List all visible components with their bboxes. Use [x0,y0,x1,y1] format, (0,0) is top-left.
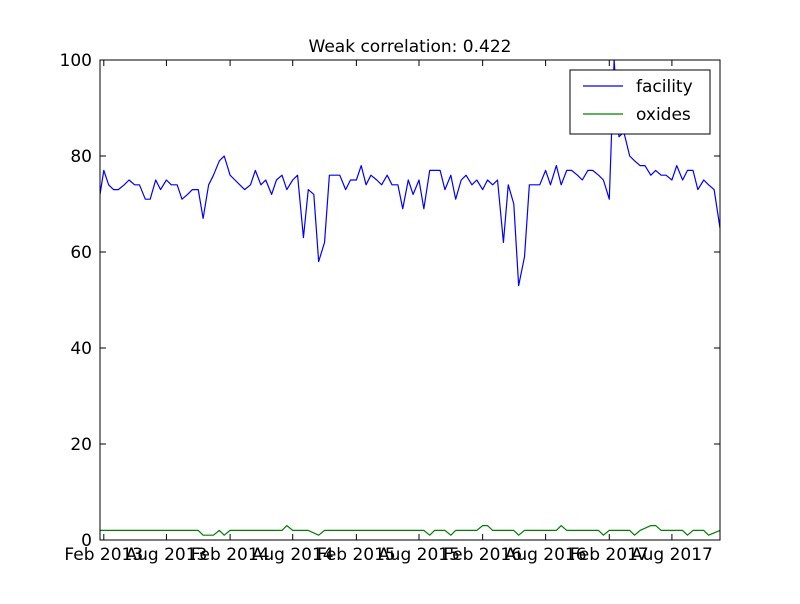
legend-box [569,69,711,135]
y-tick-label: 20 [70,435,92,455]
legend-label-facility: facility [636,77,693,97]
chart-title: Weak correlation: 0.422 [309,37,512,57]
axes-background [100,60,720,540]
x-tick-label: Feb 2014 [191,545,270,565]
x-tick-label: Aug 2014 [252,545,334,565]
axes-frame [99,59,721,541]
x-tick-label: Aug 2013 [125,545,207,565]
y-axis: 0 20 40 60 80 100 [60,51,720,551]
legend-label-oxides: oxides [636,105,691,125]
y-tick-label: 100 [60,51,92,71]
x-tick-label: Feb 2015 [317,545,396,565]
x-tick-label: Aug 2015 [378,545,460,565]
x-tick-label: Feb 2017 [570,545,649,565]
y-tick-label: 60 [70,243,92,263]
y-tick-label: 0 [81,531,92,551]
x-tick-label: Aug 2016 [505,545,587,565]
y-tick-label: 80 [70,147,92,167]
y-tick-label: 40 [70,339,92,359]
series-line-oxides [100,524,721,536]
x-tick-label: Feb 2013 [64,545,143,565]
legend: facility oxides [569,69,711,135]
plot-area [99,59,721,541]
x-tick-label: Aug 2017 [631,545,713,565]
x-tick-label: Feb 2016 [443,545,522,565]
